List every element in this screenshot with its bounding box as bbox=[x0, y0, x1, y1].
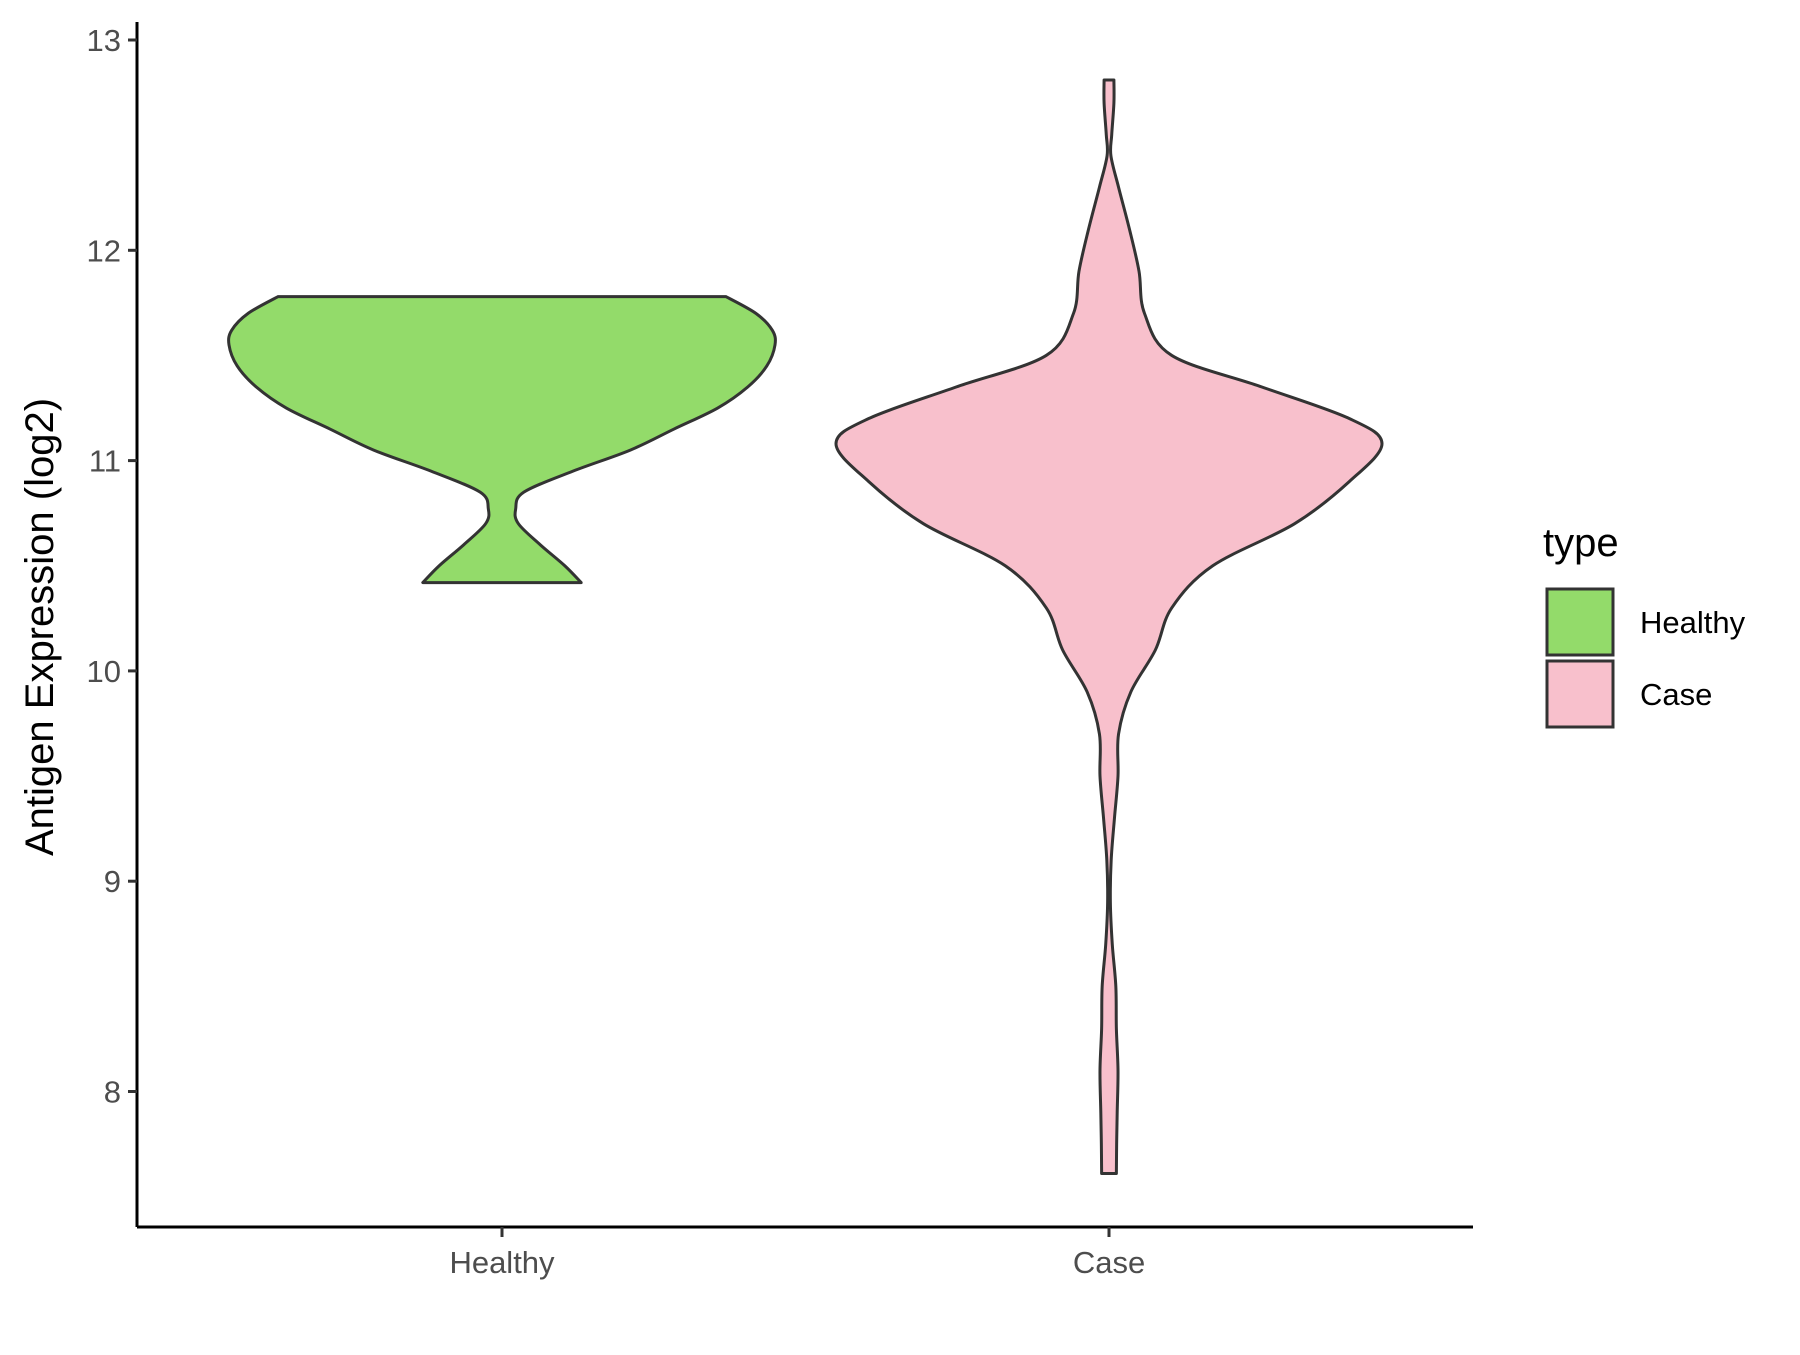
legend: type Healthy Case bbox=[1543, 521, 1746, 729]
y-tick-label: 11 bbox=[89, 444, 121, 479]
legend-key-case bbox=[1545, 659, 1615, 729]
y-tick-label: 12 bbox=[87, 233, 121, 268]
legend-key-healthy bbox=[1545, 587, 1615, 657]
legend-label-healthy: Healthy bbox=[1640, 605, 1746, 640]
x-ticks: Healthy Case bbox=[449, 1227, 1145, 1280]
legend-label-case: Case bbox=[1640, 677, 1712, 712]
violin-case bbox=[834, 78, 1384, 1176]
violin-layer bbox=[227, 78, 1384, 1176]
x-tick-label: Case bbox=[1073, 1245, 1145, 1280]
axes-layer bbox=[135, 22, 1473, 1229]
y-tick-label: 13 bbox=[87, 23, 121, 58]
violin-healthy bbox=[227, 295, 777, 585]
legend-title: type bbox=[1543, 521, 1619, 565]
x-tick-label: Healthy bbox=[449, 1245, 555, 1280]
y-axis-title: Antigen Expression (log2) bbox=[18, 398, 62, 856]
y-tick-label: 8 bbox=[104, 1075, 121, 1110]
y-ticks: 8 9 10 11 12 13 bbox=[87, 23, 137, 1110]
y-tick-label: 9 bbox=[104, 864, 121, 899]
y-tick-label: 10 bbox=[87, 654, 121, 689]
